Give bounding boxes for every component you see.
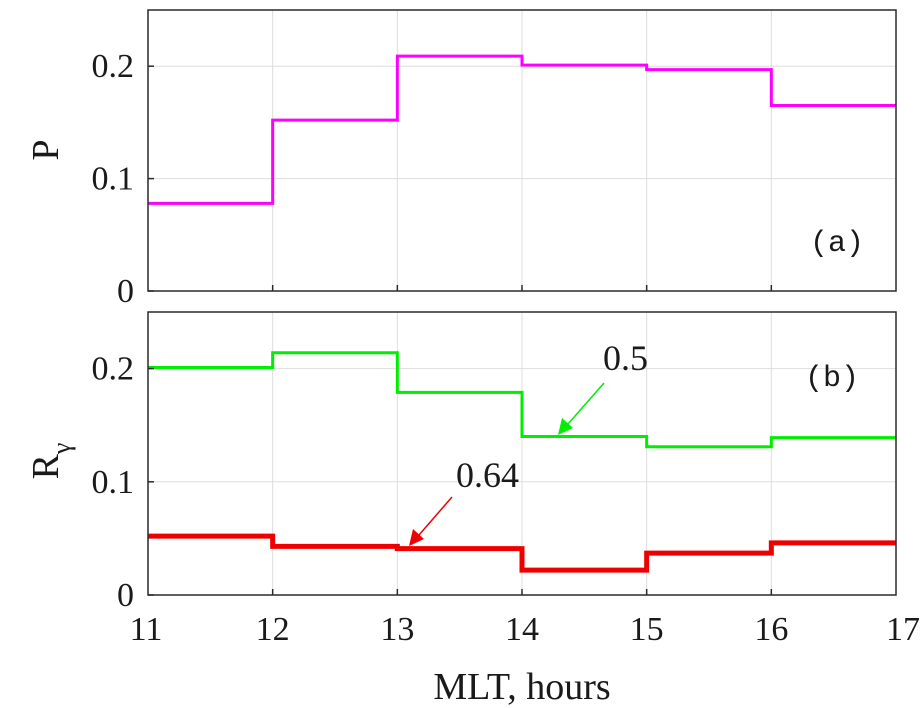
panel-a-grid [148,10,896,291]
x-tick-label: 13 [380,611,414,648]
y-tick-label: 0.2 [92,48,135,85]
y-tick-label: 0 [117,577,134,614]
series-step-line-0 [148,54,896,205]
annotation-red-arrow [409,496,453,546]
annotation-green-label: 0.5 [603,338,648,378]
annotation-green-arrow [558,382,605,435]
x-tick-label: 12 [256,611,290,648]
x-axis-label: MLT, hours [433,666,610,708]
panel-b: 0 0.1 0.2 11 12 13 14 15 16 17 Rγ (b) 0.5 0.64 M… [25,311,920,708]
panel-a-y-axis-label: P [25,139,67,160]
y-label-main: R [25,453,67,479]
y-label-subscript: γ [47,443,76,456]
y-tick-label: 0.1 [92,464,135,501]
series-step-line-0 [148,351,896,449]
y-tick-label: 0.1 [92,161,135,198]
y-tick-label: 0.2 [92,351,135,388]
panel-b-series [148,351,896,573]
panel-a: 0 0.1 0.2 P (a) [25,9,897,310]
x-tick-label: 16 [754,611,788,648]
x-tick-label: 14 [505,611,539,648]
x-tick-label: 11 [130,611,163,648]
series-step-line-1 [148,533,896,573]
panel-b-tag: (b) [805,362,859,396]
x-tick-label: 15 [630,611,664,648]
x-tick-label: 17 [886,611,920,648]
panel-b-y-axis-label: Rγ [25,443,76,480]
svg-text:Rγ: Rγ [25,443,76,480]
y-tick-label: 0 [117,273,134,310]
panel-b-x-ticks: 11 12 13 14 15 16 17 [130,611,920,648]
panel-b-y-ticks: 0 0.1 0.2 [92,351,773,614]
panel-a-series [148,54,896,205]
panel-a-y-ticks: 0 0.1 0.2 [92,48,773,310]
panel-a-tag: (a) [810,227,864,261]
annotation-red-label: 0.64 [456,455,519,495]
